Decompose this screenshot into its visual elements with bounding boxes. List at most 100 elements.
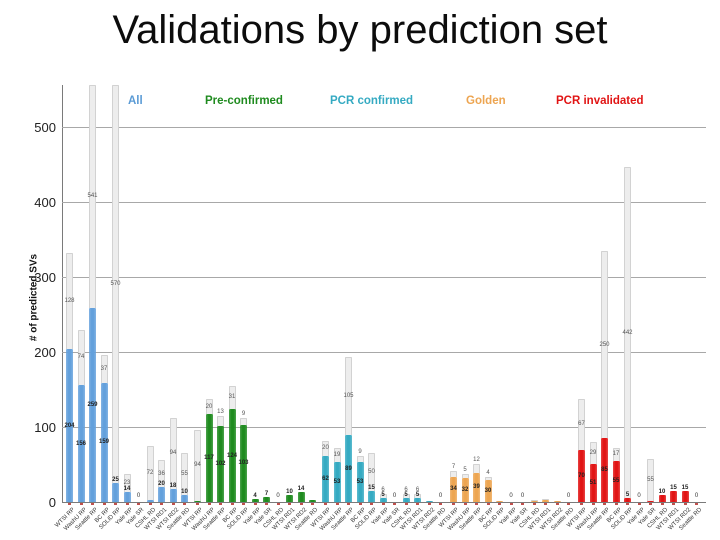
value-label: 14 bbox=[297, 485, 305, 492]
remainder-label: 20 bbox=[322, 445, 329, 451]
remainder-label: 442 bbox=[622, 329, 633, 336]
bar-segment-remainder bbox=[217, 415, 224, 426]
bar-segment-validated bbox=[309, 499, 316, 502]
bar-segment-remainder bbox=[414, 493, 421, 499]
value-label: 53 bbox=[356, 479, 364, 486]
axis-tick bbox=[114, 503, 117, 505]
gridline bbox=[62, 127, 706, 128]
zero-label: 0 bbox=[136, 493, 141, 499]
axis-tick bbox=[311, 503, 314, 505]
value-label: 32 bbox=[461, 487, 469, 493]
gridline bbox=[62, 352, 706, 353]
axis-tick bbox=[544, 503, 547, 505]
bar-segment-validated bbox=[112, 483, 119, 502]
axis-tick bbox=[567, 503, 570, 505]
y-tick-label: 100 bbox=[34, 420, 56, 435]
y-tick-label: 500 bbox=[34, 120, 56, 135]
value-label: 5 bbox=[415, 492, 420, 499]
bar-segment-remainder bbox=[530, 499, 538, 501]
axis-tick bbox=[532, 503, 536, 505]
bar-segment-validated bbox=[240, 424, 247, 502]
axis-tick bbox=[393, 503, 396, 505]
remainder-label: 36 bbox=[158, 470, 165, 477]
axis-tick bbox=[68, 503, 71, 505]
value-label: 62 bbox=[322, 475, 329, 482]
value-label: 4 bbox=[253, 493, 257, 499]
remainder-label: 29 bbox=[589, 449, 597, 456]
bar-segment-validated bbox=[333, 462, 341, 502]
axis-tick bbox=[486, 503, 490, 505]
bar-segment-remainder bbox=[169, 418, 177, 489]
axis-tick bbox=[452, 503, 455, 505]
value-label: 7 bbox=[264, 490, 269, 497]
value-label: 10 bbox=[286, 488, 293, 495]
value-label: 204 bbox=[64, 422, 75, 429]
gridline bbox=[62, 427, 706, 428]
bar-segment-remainder bbox=[484, 476, 492, 480]
y-tick-label: 200 bbox=[34, 345, 56, 360]
axis-tick bbox=[91, 503, 94, 505]
remainder-label: 541 bbox=[87, 193, 98, 200]
legend-item-golden: Golden bbox=[466, 95, 506, 107]
value-label: 39 bbox=[473, 484, 480, 491]
x-axis-baseline bbox=[62, 502, 706, 503]
axis-tick bbox=[102, 503, 106, 505]
axis-tick bbox=[288, 503, 291, 505]
axis-tick bbox=[509, 503, 513, 505]
axis-tick bbox=[253, 503, 257, 505]
axis-tick bbox=[358, 503, 362, 505]
bar-segment-remainder bbox=[333, 448, 341, 463]
bar-segment-remainder bbox=[158, 460, 165, 487]
bar-segment-validated bbox=[100, 382, 108, 502]
value-label: 103 bbox=[238, 460, 249, 467]
bar-segment-validated bbox=[89, 307, 96, 502]
bar-segment-validated bbox=[158, 487, 165, 502]
axis-tick bbox=[649, 503, 652, 505]
remainder-label: 13 bbox=[217, 408, 224, 415]
bar-segment-remainder bbox=[322, 440, 329, 456]
bar-segment-remainder bbox=[578, 399, 585, 450]
axis-tick bbox=[79, 503, 83, 505]
axis-tick bbox=[171, 503, 175, 505]
remainder-label: 9 bbox=[358, 448, 362, 455]
legend-item-pre-confirmed: Pre-confirmed bbox=[205, 95, 283, 107]
axis-tick bbox=[521, 503, 524, 505]
bar-segment-validated bbox=[322, 455, 329, 502]
y-axis-label: # of predicted SVs bbox=[28, 253, 40, 342]
value-label: 259 bbox=[87, 401, 98, 408]
bar-segment-validated bbox=[77, 385, 85, 502]
axis-tick bbox=[475, 503, 478, 505]
bar-segment-remainder bbox=[123, 474, 131, 492]
axis-tick bbox=[626, 503, 629, 505]
axis-tick bbox=[637, 503, 641, 505]
remainder-label: 37 bbox=[100, 365, 108, 372]
bar-segment-validated bbox=[181, 494, 188, 502]
bar-segment-remainder bbox=[100, 355, 108, 383]
value-label: 5 bbox=[625, 492, 630, 499]
value-label: 156 bbox=[75, 440, 86, 447]
value-label: 10 bbox=[181, 488, 188, 495]
remainder-label: 7 bbox=[451, 464, 456, 471]
bar-segment-remainder bbox=[601, 250, 608, 439]
axis-tick bbox=[160, 503, 163, 505]
axis-tick bbox=[427, 503, 431, 505]
bar-segment-validated bbox=[530, 500, 538, 502]
bar-segment-remainder bbox=[542, 499, 549, 500]
remainder-label: 9 bbox=[241, 411, 246, 417]
value-label: 51 bbox=[589, 479, 597, 486]
remainder-label: 250 bbox=[599, 341, 610, 348]
bar-segment-validated bbox=[414, 498, 421, 502]
value-label: 85 bbox=[601, 467, 608, 474]
remainder-label: 67 bbox=[578, 421, 585, 428]
value-label: 55 bbox=[612, 478, 620, 485]
axis-tick bbox=[695, 503, 698, 505]
remainder-label: 6 bbox=[404, 486, 408, 493]
value-label: 15 bbox=[368, 484, 375, 491]
remainder-label: 55 bbox=[181, 470, 188, 477]
bar-segment-validated bbox=[368, 490, 375, 502]
bar-segment-validated bbox=[356, 462, 364, 502]
zero-label: 0 bbox=[509, 493, 513, 499]
bar-segment-validated bbox=[589, 463, 597, 502]
bar-segment-validated bbox=[681, 490, 689, 502]
